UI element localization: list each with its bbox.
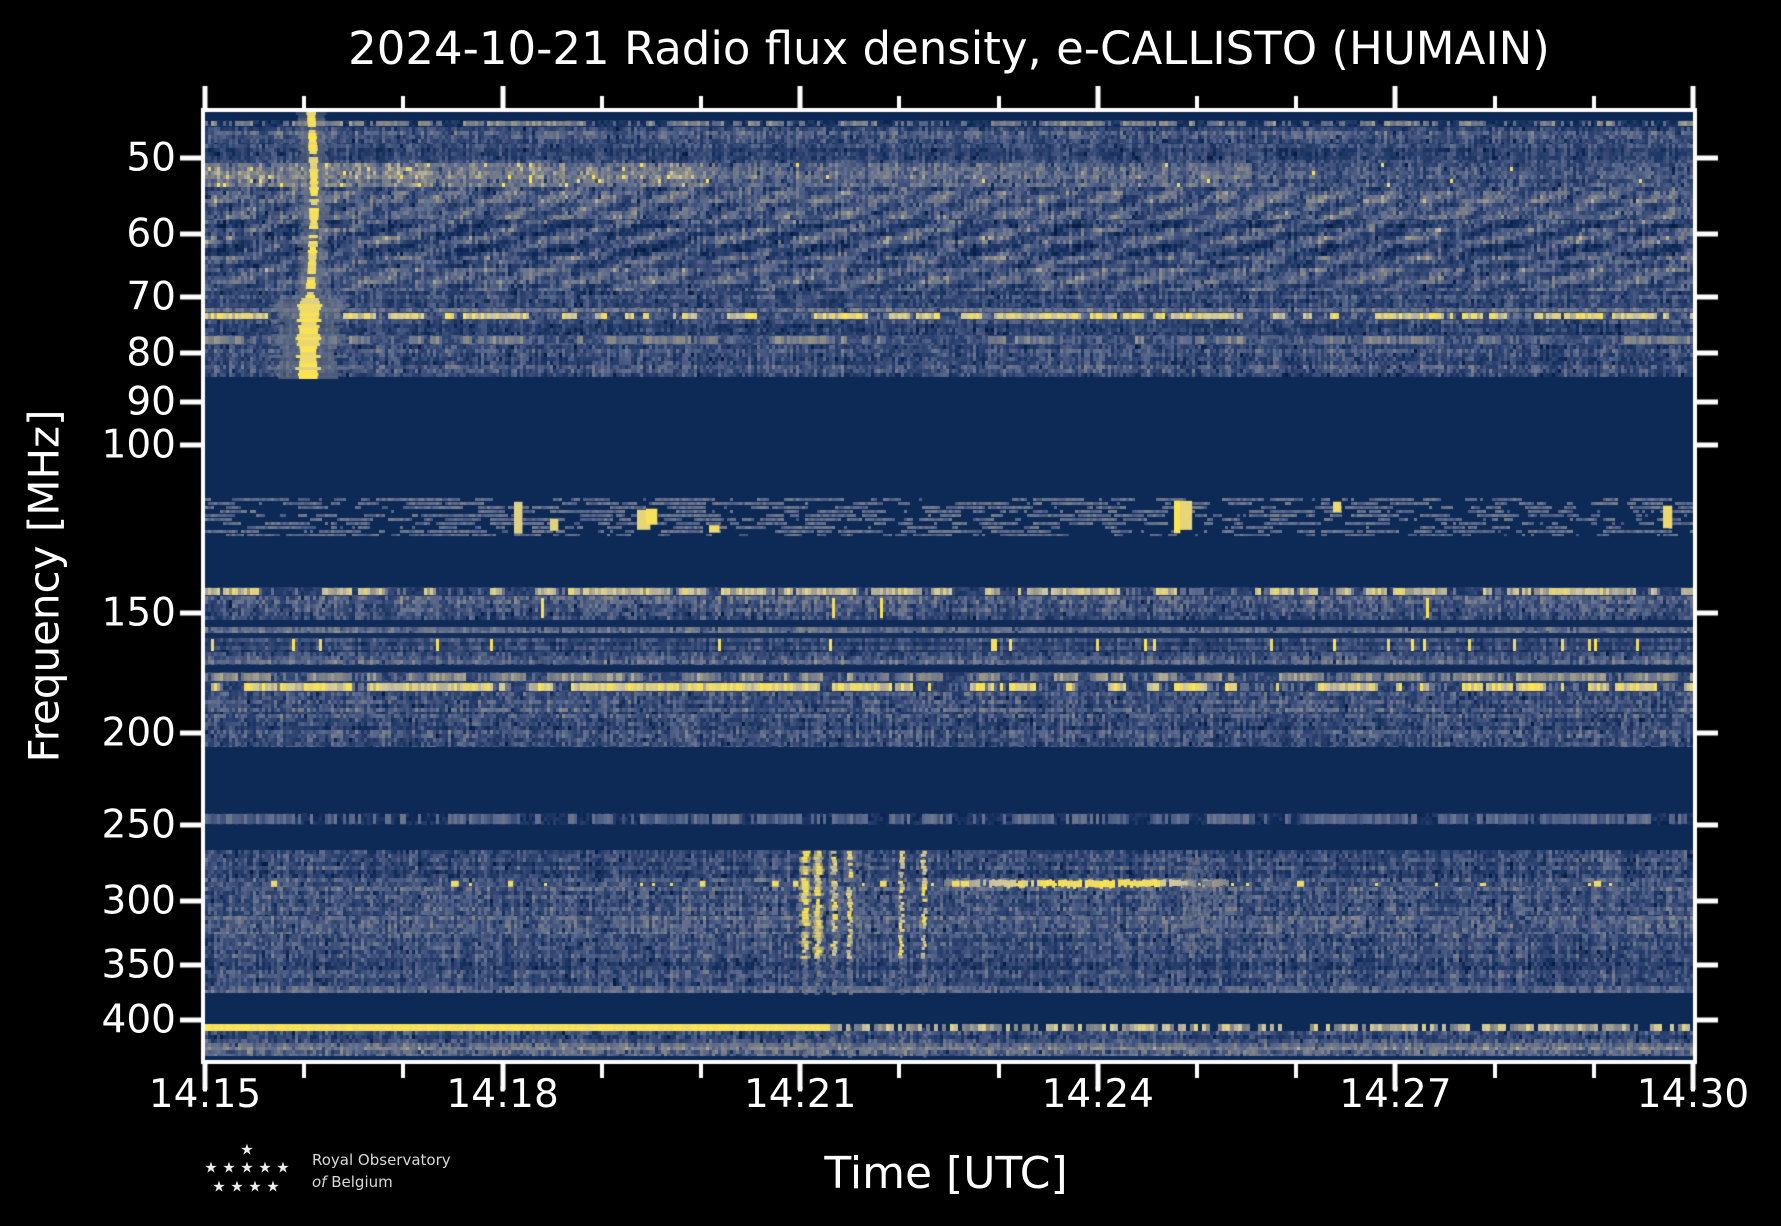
star-icon: ★ — [276, 1158, 290, 1177]
star-icon: ★ — [204, 1158, 218, 1177]
y-tick-label: 200 — [101, 710, 176, 756]
rob-logo: ★ ★ ★ ★ ★ ★ ★ ★ ★ ★ Royal Observatory of Belgium — [200, 1136, 520, 1206]
x-tick-label: 14:15 — [148, 1072, 262, 1117]
star-icon: ★ — [212, 1177, 226, 1196]
y-tick-label: 400 — [101, 997, 176, 1043]
y-tick-label: 150 — [101, 590, 176, 636]
x-axis-label: Time [UTC] — [824, 1148, 1068, 1199]
x-tick-label: 14:18 — [446, 1072, 559, 1117]
x-tick-label: 14:27 — [1339, 1072, 1452, 1117]
y-tick-label: 70 — [126, 274, 176, 320]
y-tick-label: 50 — [126, 135, 176, 181]
y-tick-label: 60 — [126, 211, 176, 257]
rob-logo-of: of — [312, 1172, 327, 1191]
y-tick-label: 350 — [101, 942, 176, 988]
y-tick-label: 80 — [126, 330, 176, 376]
y-tick-label: 100 — [101, 422, 176, 468]
x-tick-label: 14:21 — [743, 1072, 857, 1117]
x-tick-label: 14:30 — [1636, 1072, 1750, 1117]
star-icon: ★ — [222, 1158, 236, 1177]
star-icon: ★ — [248, 1177, 262, 1196]
rob-logo-belgium: Belgium — [331, 1172, 393, 1191]
page-title: 2024-10-21 Radio flux density, e-CALLIST… — [348, 22, 1550, 75]
rob-logo-text: Royal Observatory of Belgium — [312, 1150, 451, 1194]
star-icon: ★ — [258, 1158, 272, 1177]
y-tick-label: 90 — [126, 379, 176, 425]
rob-logo-line1: Royal Observatory — [312, 1151, 451, 1169]
star-icon: ★ — [230, 1177, 244, 1196]
rob-logo-line2: of Belgium — [312, 1172, 451, 1194]
star-icon: ★ — [240, 1158, 254, 1177]
star-icon: ★ — [266, 1177, 280, 1196]
star-icon: ★ — [240, 1140, 254, 1159]
y-tick-label: 300 — [101, 878, 176, 924]
x-tick-label: 14:24 — [1041, 1072, 1154, 1117]
y-tick-label: 250 — [101, 802, 176, 848]
